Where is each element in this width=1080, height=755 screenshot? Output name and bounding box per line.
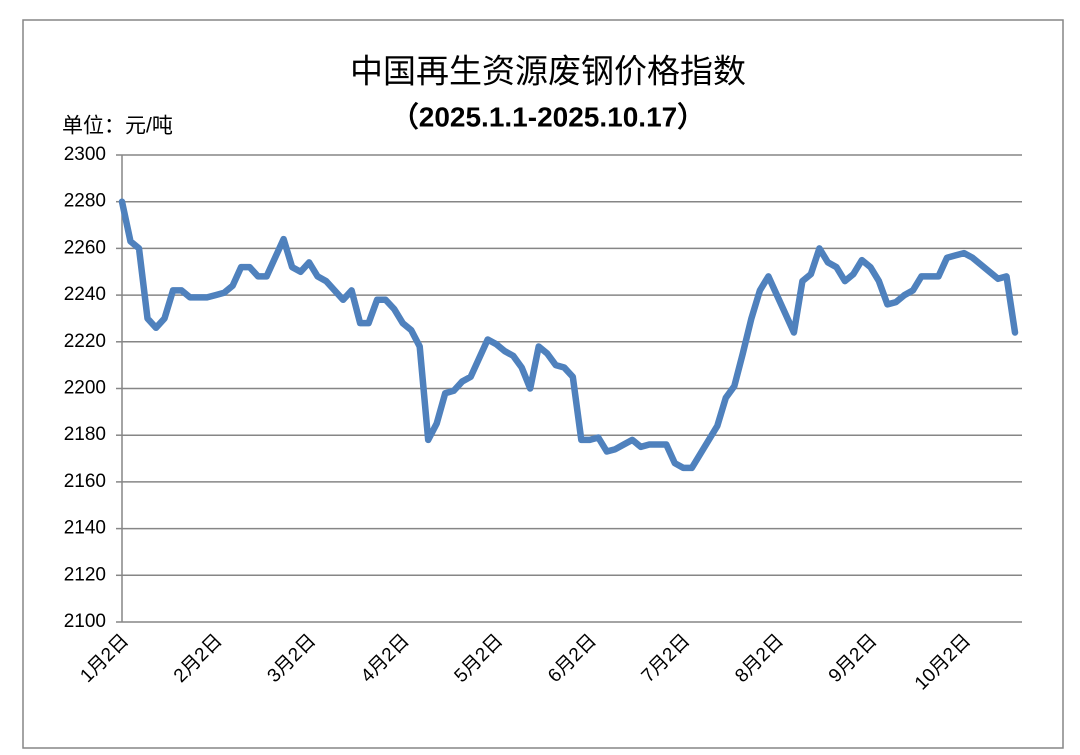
y-tick-label: 2300 — [64, 144, 106, 165]
y-tick-label: 2160 — [64, 471, 106, 492]
y-tick-label: 2200 — [64, 378, 106, 399]
y-tick-label: 2240 — [64, 284, 106, 305]
chart-title: 中国再生资源废钢价格指数 — [350, 53, 746, 90]
data-line — [118, 198, 1019, 472]
y-tick-label: 2100 — [64, 611, 106, 632]
chart-subtitle: （2025.1.1-2025.10.17） — [391, 100, 705, 132]
y-tick-label: 2120 — [64, 564, 106, 585]
y-tick-label: 2260 — [64, 237, 106, 258]
y-tick-label: 2180 — [64, 424, 106, 445]
y-tick-label: 2280 — [64, 191, 106, 212]
y-tick-label: 2220 — [64, 331, 106, 352]
chart-border — [22, 19, 1064, 749]
y-axis-label: 单位：元/吨 — [62, 115, 173, 138]
y-tick-label: 2140 — [64, 518, 106, 539]
